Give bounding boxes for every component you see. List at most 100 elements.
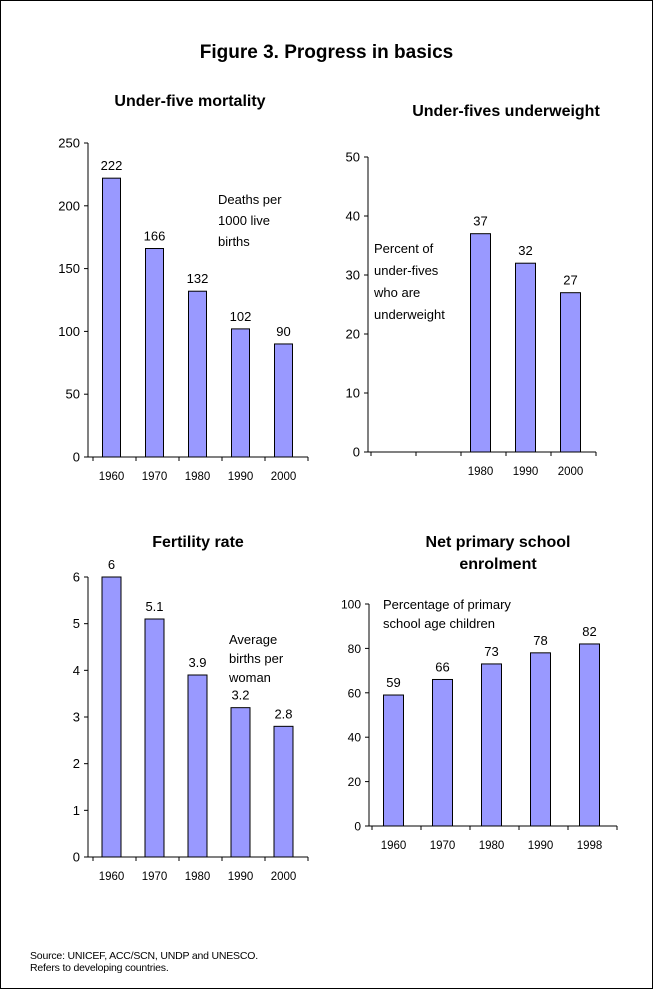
chart-annotation: Percentage of primary [383,597,511,612]
chart-title: Fertility rate [152,534,244,551]
y-tick-label: 5 [73,616,80,631]
data-label: 32 [518,243,532,258]
data-label: 78 [533,633,547,648]
y-tick-label: 80 [348,642,362,656]
data-label: 166 [144,229,166,244]
data-label: 132 [187,271,209,286]
bar [187,674,208,858]
source-line: Source: UNICEF, ACC/SCN, UNDP and UNESCO… [30,950,258,962]
bar [101,576,122,858]
y-tick-label: 250 [58,136,80,151]
chart-annotation: under-fives [374,263,439,278]
x-tick-label: 1980 [185,471,211,483]
x-tick-label: 2000 [271,471,297,483]
y-tick-label: 0 [73,850,80,865]
x-tick-label: 1990 [228,471,254,483]
bar [230,707,251,858]
bar [144,618,165,858]
y-tick-label: 4 [73,663,80,678]
data-label: 222 [101,158,123,173]
y-tick-label: 100 [341,598,361,612]
y-tick-label: 100 [58,324,80,339]
data-label: 27 [563,273,577,288]
x-tick-label: 1980 [185,871,211,883]
y-tick-label: 60 [348,686,362,700]
y-tick-label: 30 [346,268,360,283]
bar [274,343,293,458]
x-tick-label: 1960 [381,840,407,852]
chart-annotation: who are [373,285,420,300]
chart-1: Under-five mortality 0 50 100 150 200 250 222 19… [58,93,309,483]
bar [383,694,404,827]
data-label: 2.8 [274,706,292,721]
chart-annotation: births [218,234,250,249]
bar [560,292,581,453]
y-tick-label: 50 [66,387,80,402]
data-label: 3.2 [231,688,249,703]
chart-title: Under-fives underweight [412,103,600,120]
y-tick-label: 50 [346,150,360,165]
y-tick-label: 150 [58,261,80,276]
x-tick-label: 1990 [513,466,539,478]
bar [145,248,164,458]
chart-annotation: underweight [374,307,445,322]
data-label: 3.9 [188,655,206,670]
chart-annotation: births per [229,651,284,666]
data-label: 73 [484,644,498,659]
bar [231,328,250,458]
chart-annotation: school age children [383,616,495,631]
bar [481,663,502,827]
x-tick-label: 1980 [479,840,505,852]
y-tick-label: 40 [346,209,360,224]
y-tick-label: 0 [73,450,80,465]
y-tick-label: 6 [73,570,80,585]
x-tick-label: 1970 [430,840,456,852]
data-label: 5.1 [145,599,163,614]
x-tick-label: 1998 [577,840,603,852]
y-tick-label: 0 [353,445,360,460]
y-tick-label: 1 [73,803,80,818]
source-note-line: Refers to developing countries. [30,962,169,974]
x-tick-label: 2000 [271,871,297,883]
y-tick-label: 200 [58,198,80,213]
bar [530,652,551,827]
chart-title: Net primary school [426,534,571,551]
y-tick-label: 3 [73,710,80,725]
y-tick-label: 2 [73,756,80,771]
chart-annotation: 1000 live [218,213,270,228]
chart-title: Under-five mortality [114,93,265,110]
bar [188,290,207,458]
figure-title: Figure 3. Progress in basics [199,42,454,63]
data-label: 90 [276,324,290,339]
bar [470,233,491,453]
chart-annotation: Average [229,632,277,647]
y-tick-label: 40 [348,731,362,745]
x-tick-label: 1970 [142,471,168,483]
bar [515,262,536,453]
x-tick-label: 2000 [558,466,584,478]
x-tick-label: 1990 [228,871,254,883]
x-tick-label: 1980 [468,466,494,478]
bar [102,177,121,458]
x-tick-label: 1990 [528,840,554,852]
chart-4: Net primary school enrolment 0 20 40 60 80 100 5… [341,534,618,852]
data-label: 37 [473,214,487,229]
data-label: 66 [435,659,449,674]
x-tick-label: 1960 [99,871,125,883]
x-tick-label: 1970 [142,871,168,883]
y-tick-label: 10 [346,386,360,401]
chart-annotation: Deaths per [218,192,282,207]
chart-title: enrolment [459,556,537,573]
chart-annotation: Percent of [374,241,434,256]
chart-2: Under-fives underweight 0 10 20 30 40 50 37 1980… [346,103,601,478]
data-label: 82 [582,624,596,639]
y-tick-label: 20 [346,327,360,342]
chart-3: Fertility rate 0 1 2 3 4 5 6 6 1960 5.1 1970 3.9 1980… [73,534,309,883]
y-tick-label: 0 [354,820,361,834]
data-label: 102 [230,309,252,324]
data-label: 6 [108,557,115,572]
bar [432,678,453,827]
y-tick-label: 20 [348,775,362,789]
bar [273,725,294,858]
